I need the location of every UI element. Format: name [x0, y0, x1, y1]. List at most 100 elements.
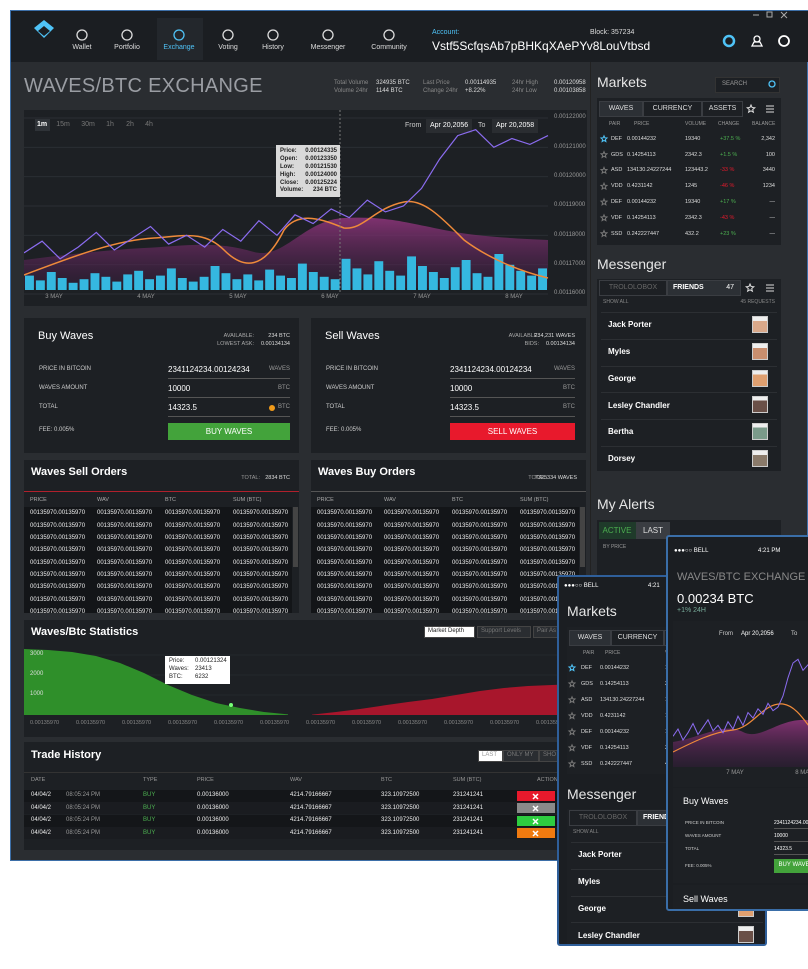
- show-all[interactable]: SHOW ALL: [573, 829, 599, 835]
- tab[interactable]: [599, 522, 636, 539]
- order-cell: 00135970.00135970: [30, 535, 86, 541]
- order-cell: 00135970.00135970: [30, 584, 86, 591]
- tab[interactable]: [702, 101, 743, 117]
- tab-label[interactable]: WAVES: [577, 633, 603, 641]
- nav-item[interactable]: Wallet: [72, 43, 92, 51]
- market-cell[interactable]: GDS: [611, 151, 623, 158]
- order-cell: 00135970.00135970: [452, 510, 508, 517]
- timeframe-button[interactable]: 15m: [56, 120, 70, 128]
- tab-label[interactable]: ONLY MY: [507, 752, 534, 759]
- order-cell: 00135970.00135970: [30, 608, 86, 615]
- tab-label[interactable]: Pair As: [537, 628, 557, 635]
- tab[interactable]: [478, 750, 503, 762]
- scrollbar: [293, 507, 298, 567]
- timeframe-button[interactable]: 1h: [106, 120, 114, 128]
- friend-name[interactable]: Lesley Chandler: [608, 400, 670, 410]
- tab[interactable]: [424, 626, 475, 638]
- sell-button[interactable]: [450, 423, 575, 440]
- tab[interactable]: [636, 522, 670, 539]
- tab-label[interactable]: LAST: [642, 526, 664, 536]
- tab-label[interactable]: WAVES: [608, 104, 634, 112]
- market-cell[interactable]: VDF: [581, 744, 592, 751]
- market-cell[interactable]: VDF: [611, 214, 622, 221]
- tab-label[interactable]: FRIENDS: [673, 283, 704, 291]
- timeframe-button[interactable]: 2h: [126, 120, 134, 128]
- field-input[interactable]: 14323.5: [168, 403, 197, 413]
- field-input[interactable]: 10000: [450, 384, 473, 394]
- tab-label[interactable]: Market Depth: [428, 628, 465, 635]
- tab[interactable]: [611, 630, 664, 646]
- search-box[interactable]: [715, 77, 780, 93]
- market-cell[interactable]: VDD: [611, 183, 623, 190]
- tab-label[interactable]: Support Levels: [481, 628, 522, 635]
- market-cell[interactable]: DEF: [611, 198, 622, 205]
- tab-label[interactable]: SHO: [543, 752, 557, 759]
- market-cell[interactable]: SSD: [611, 230, 623, 237]
- tab[interactable]: [643, 101, 702, 117]
- field-input[interactable]: 10000: [168, 384, 191, 394]
- nav-item[interactable]: Voting: [218, 43, 238, 51]
- tab[interactable]: [503, 750, 539, 762]
- tab[interactable]: [667, 280, 741, 296]
- friend-name[interactable]: George: [578, 903, 607, 913]
- market-cell[interactable]: GDS: [581, 680, 593, 687]
- tab-label[interactable]: CURRENCY: [617, 633, 658, 641]
- friend-name[interactable]: Dorsey: [608, 454, 636, 464]
- tab[interactable]: [569, 630, 611, 646]
- market-cell[interactable]: SSD: [581, 760, 593, 767]
- trade-cell: BUY: [143, 804, 156, 811]
- tab-label[interactable]: LAST: [482, 752, 498, 759]
- market-cell[interactable]: DEF: [581, 664, 592, 671]
- friend-name[interactable]: Jack Porter: [608, 320, 652, 330]
- y-tick-label: 0.00121000: [554, 143, 586, 150]
- button-label[interactable]: BUY WAVES: [778, 862, 808, 869]
- tab-label[interactable]: ACTIVE: [602, 526, 632, 536]
- market-cell[interactable]: VDD: [581, 712, 593, 719]
- nav-item[interactable]: Messenger: [310, 43, 346, 51]
- tab[interactable]: [599, 280, 667, 296]
- date-input[interactable]: [426, 119, 472, 133]
- timeframe-button[interactable]: 30m: [81, 120, 95, 128]
- trade-cell: 0.00136000: [197, 817, 229, 824]
- tab[interactable]: [477, 626, 531, 638]
- date-input[interactable]: [492, 119, 538, 133]
- field-input[interactable]: 10000: [774, 833, 788, 839]
- tab-label[interactable]: TROLOLOBOX: [578, 813, 628, 821]
- buy-button[interactable]: [774, 859, 808, 873]
- friend-name[interactable]: Myles: [608, 347, 631, 356]
- tab-label[interactable]: ASSETS: [708, 104, 737, 112]
- tooltip-value: 6232: [195, 674, 209, 681]
- tab-label[interactable]: CURRENCY: [652, 104, 693, 112]
- friend-name[interactable]: Myles: [578, 877, 601, 886]
- market-cell[interactable]: ASD: [611, 167, 623, 174]
- market-cell[interactable]: DEF: [611, 135, 622, 142]
- timeframe-button[interactable]: 4h: [145, 120, 153, 128]
- field-input[interactable]: 14323.5: [450, 403, 479, 413]
- tab-label[interactable]: FRIENDS: [643, 813, 674, 821]
- show-all[interactable]: SHOW ALL: [603, 299, 629, 305]
- friend-name[interactable]: Bertha: [608, 427, 634, 437]
- friend-name[interactable]: Lesley Chandler: [578, 930, 640, 940]
- friend-name[interactable]: George: [608, 373, 637, 383]
- column-header: SUM (BTC): [453, 776, 482, 783]
- button-label[interactable]: BUY WAVES: [205, 426, 253, 436]
- nav-item[interactable]: Exchange: [163, 43, 195, 51]
- tab-label[interactable]: TROLOLOBOX: [608, 283, 658, 291]
- field-input[interactable]: 2341124234.00124234: [774, 820, 808, 826]
- field-input[interactable]: 2341124234.00124234: [450, 365, 532, 375]
- nav-item[interactable]: History: [262, 43, 284, 51]
- nav-item[interactable]: Community: [371, 43, 407, 51]
- friend-name[interactable]: Jack Porter: [578, 850, 622, 860]
- tab[interactable]: [569, 810, 637, 826]
- timeframe-button[interactable]: 1m: [36, 120, 48, 128]
- field-input[interactable]: 14323.5: [774, 846, 793, 852]
- field-input[interactable]: 2341124234.00124234: [168, 365, 250, 375]
- buy-button[interactable]: [168, 423, 290, 440]
- market-cell[interactable]: ASD: [581, 696, 593, 703]
- market-cell[interactable]: DEF: [581, 728, 592, 735]
- button-label[interactable]: SELL WAVES: [487, 426, 538, 436]
- nav-icon: [322, 29, 334, 41]
- tab[interactable]: [599, 101, 643, 117]
- scrollbar: [580, 507, 585, 567]
- nav-item[interactable]: Portfolio: [114, 43, 140, 51]
